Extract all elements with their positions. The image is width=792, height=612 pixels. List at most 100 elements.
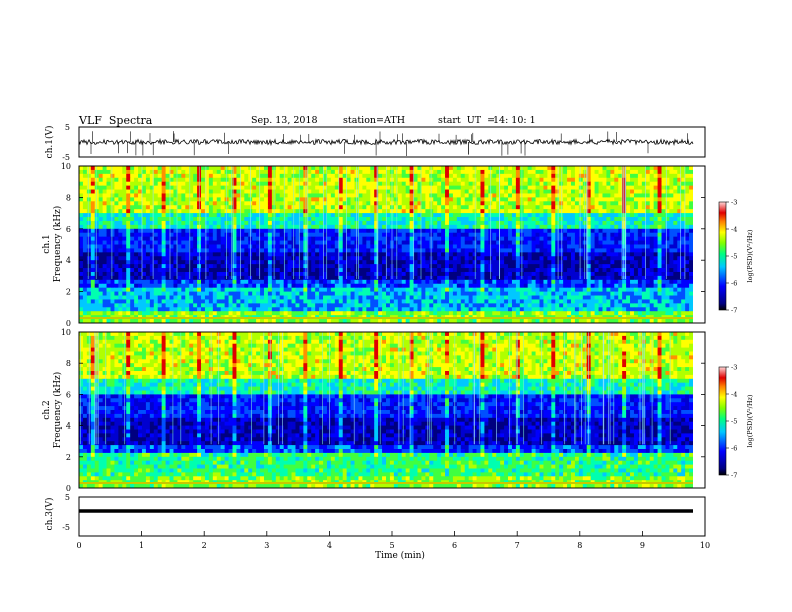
spectrogram-cell	[673, 173, 678, 179]
spectrogram-cell	[413, 252, 418, 257]
spectrogram-cell	[303, 220, 308, 226]
spectrogram-cell	[429, 201, 434, 206]
spectrogram-cell	[307, 244, 312, 249]
spectrogram-cell	[350, 189, 355, 194]
spectrogram-cell	[433, 232, 438, 238]
spectrogram-cell	[508, 197, 513, 202]
spectrogram-cell	[511, 209, 517, 214]
spectrogram-cell	[661, 173, 666, 179]
spectrogram-cell	[319, 166, 324, 171]
spectrogram-cell	[370, 283, 375, 289]
spectrogram-cell	[606, 193, 611, 198]
spectrogram-cell	[637, 166, 643, 171]
spectrogram-cell	[252, 205, 257, 210]
spectrogram-cell	[212, 252, 218, 257]
spectrogram-cell	[216, 260, 222, 265]
spectrogram-cell	[401, 244, 407, 249]
spectrogram-cell	[606, 169, 611, 175]
spectrogram-cell	[342, 189, 348, 194]
spectrogram-cell	[476, 189, 481, 194]
spectrogram-cell	[236, 185, 241, 190]
spectrogram-cell	[240, 232, 245, 238]
spectrogram-cell	[267, 181, 273, 187]
spectrogram-cell	[417, 271, 422, 277]
spectrogram-cell	[523, 166, 529, 171]
spectrogram-cell	[492, 166, 497, 171]
spectrogram-cell	[641, 185, 647, 190]
spectrogram-cell	[362, 252, 367, 257]
spectrogram-cell	[232, 166, 237, 171]
spectrogram-cell	[649, 209, 655, 214]
spectrogram-cell	[484, 279, 489, 285]
spectrogram-cell	[653, 193, 658, 198]
spectrogram-cell	[389, 279, 395, 285]
spectrogram-cell	[126, 268, 131, 273]
spectrogram-cell	[630, 181, 635, 187]
spectrogram-cell	[677, 271, 682, 277]
spectrogram-cell	[311, 205, 316, 210]
spectrogram-cell	[586, 224, 592, 230]
spectrogram-cell	[661, 271, 666, 277]
spectrogram-cell	[228, 252, 233, 257]
spectrogram-cell	[295, 275, 300, 281]
spectrogram-cell	[193, 173, 198, 179]
spectrogram-cell	[677, 252, 682, 257]
spectrogram-cell	[653, 232, 658, 238]
spectrogram-cell	[323, 236, 328, 241]
spectrogram-cell	[429, 236, 434, 241]
spectrogram-cell	[114, 264, 119, 269]
spectrogram-cell	[511, 201, 517, 206]
spectrogram-cell	[382, 283, 387, 289]
spectrogram-cell	[177, 185, 182, 190]
spectrogram-cell	[181, 232, 186, 238]
spectrogram-cell	[204, 189, 210, 194]
spectrogram-cell	[555, 201, 560, 206]
spectrogram-cell	[641, 220, 647, 226]
spectrogram-cell	[90, 248, 96, 253]
spectrogram-cell	[130, 209, 135, 214]
spectrogram-cell	[488, 287, 493, 293]
spectrogram-cell	[689, 252, 694, 257]
spectrogram-cell	[189, 268, 194, 273]
spectrogram-cell	[492, 283, 497, 289]
spectrogram-cell	[334, 271, 340, 277]
spectrogram-cell	[649, 240, 655, 245]
spectrogram-cell	[641, 213, 647, 218]
spectrogram-cell	[240, 217, 245, 222]
spectrogram-cell	[134, 268, 139, 273]
spectrogram-cell	[311, 193, 316, 198]
spectrogram-cell	[496, 260, 501, 265]
spectrogram-cell	[626, 166, 631, 171]
spectrogram-cell	[126, 275, 131, 281]
spectrogram-cell	[86, 264, 92, 269]
spectrogram-cell	[130, 228, 135, 234]
spectrogram-cell	[110, 260, 115, 265]
spectrogram-cell	[315, 169, 320, 175]
spectrogram-cell	[480, 248, 485, 253]
spectrogram-cell	[130, 283, 135, 289]
spectrogram-cell	[641, 268, 647, 273]
spectrogram-cell	[492, 240, 497, 245]
spectrogram-cell	[504, 177, 509, 183]
spectrogram-cell	[295, 232, 300, 238]
spectrogram-cell	[626, 264, 631, 269]
spectrogram-cell	[626, 177, 631, 183]
spectrogram-cell	[468, 189, 473, 194]
spectrogram-cell	[236, 177, 241, 183]
spectrogram-cell	[637, 173, 643, 179]
spectrogram-cell	[614, 236, 619, 241]
spectrogram-cell	[401, 256, 407, 261]
spectrogram-cell	[189, 240, 194, 245]
spectrogram-cell	[445, 173, 450, 179]
spectrogram-cell	[201, 169, 206, 175]
spectrogram-cell	[295, 201, 300, 206]
spectrogram-cell	[429, 217, 434, 222]
spectrogram-cell	[362, 264, 367, 269]
spectrogram-cell	[307, 264, 312, 269]
spectrogram-cell	[201, 228, 206, 234]
spectrogram-cell	[523, 224, 529, 230]
spectrogram-cell	[677, 268, 682, 273]
spectrogram-cell	[138, 228, 143, 234]
spectrogram-cell	[637, 271, 643, 277]
spectrogram-cell	[484, 256, 489, 261]
